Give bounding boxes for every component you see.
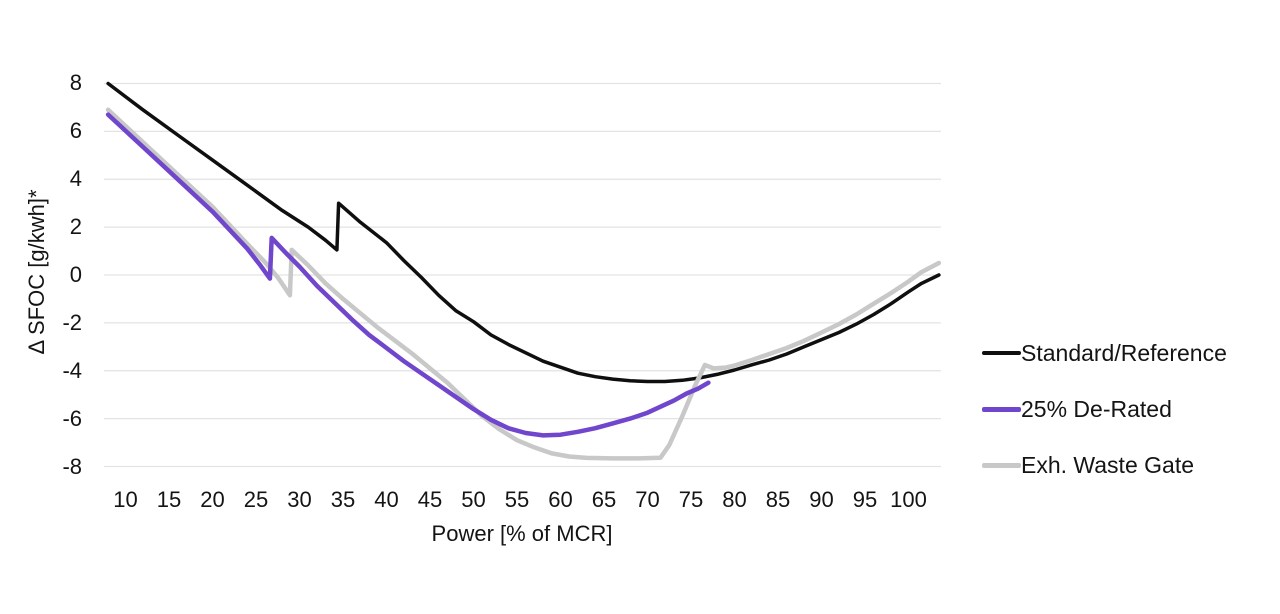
y-tick-label--8: -8: [62, 453, 82, 479]
x-axis-title: Power [% of MCR]: [431, 521, 613, 546]
y-tick-label--2: -2: [62, 309, 82, 335]
legend-item-25-de-rated: 25% De-Rated: [982, 394, 1172, 424]
series-line-25-de-rated: [105, 112, 711, 438]
y-tick-label-8: 8: [69, 70, 82, 96]
series-line-standard-reference: [106, 81, 941, 384]
y-tick-label-0: 0: [69, 262, 82, 287]
legend-label-25-de-rated: 25% De-Rated: [1021, 395, 1172, 422]
x-tick-label-80: 80: [722, 487, 747, 512]
x-tick-label-35: 35: [330, 487, 356, 512]
y-tick-label-4: 4: [69, 166, 82, 192]
y-tick-label-6: 6: [69, 118, 82, 144]
x-tick-label-60: 60: [548, 487, 573, 512]
x-tick-label-15: 15: [156, 487, 182, 512]
legend-swatch-standard-reference: [982, 351, 1021, 355]
x-tick-label-55: 55: [504, 487, 530, 512]
x-tick-label-95: 95: [852, 487, 878, 512]
legend-item-standard-reference: Standard/Reference: [982, 338, 1227, 368]
series-line-exh-waste-gate: [105, 107, 942, 461]
x-tick-label-50: 50: [461, 487, 486, 512]
x-tick-label-85: 85: [765, 487, 791, 512]
x-tick-label-30: 30: [287, 487, 312, 512]
legend-swatch-exh-waste-gate: [982, 462, 1021, 468]
x-tick-label-25: 25: [243, 487, 269, 512]
x-tick-label-10: 10: [113, 487, 138, 512]
x-tick-label-75: 75: [678, 487, 704, 512]
x-tick-label-45: 45: [417, 487, 443, 512]
y-tick-label--6: -6: [62, 405, 82, 431]
x-tick-label-100: 100: [890, 487, 927, 512]
x-tick-label-20: 20: [200, 487, 225, 512]
legend-label-standard-reference: Standard/Reference: [1021, 339, 1227, 366]
y-tick-label--4: -4: [62, 357, 82, 383]
x-tick-label-65: 65: [591, 487, 617, 512]
legend-swatch-25-de-rated: [982, 406, 1021, 412]
x-tick-label-40: 40: [374, 487, 399, 512]
x-tick-label-70: 70: [635, 487, 660, 512]
legend-label-exh-waste-gate: Exh. Waste Gate: [1021, 451, 1194, 478]
y-tick-label-2: 2: [69, 214, 82, 240]
x-tick-label-90: 90: [809, 487, 834, 512]
legend-item-exh-waste-gate: Exh. Waste Gate: [982, 450, 1194, 480]
